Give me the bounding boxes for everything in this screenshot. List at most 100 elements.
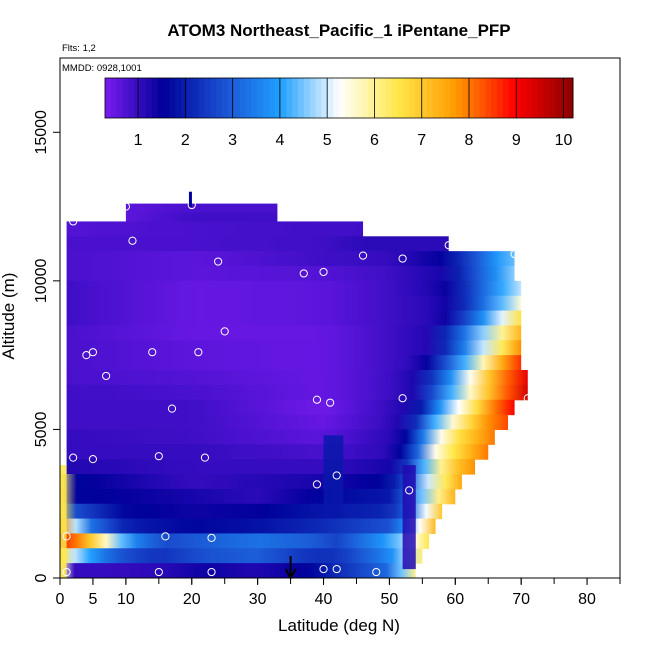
colorbar-segment xyxy=(479,78,486,118)
sample-point xyxy=(207,533,216,542)
colorbar-segment xyxy=(216,78,223,118)
sample-point xyxy=(62,532,71,541)
field-band xyxy=(60,548,423,564)
colorbar-tick-label: 4 xyxy=(275,132,284,149)
sample-point xyxy=(398,254,407,263)
sample-point xyxy=(69,453,78,462)
colorbar-segment xyxy=(508,78,515,118)
x-axis-tick-label: 20 xyxy=(183,591,201,608)
colorbar-segment xyxy=(450,78,457,118)
colorbar-segment xyxy=(262,78,270,118)
colorbar-segment xyxy=(379,78,387,118)
colorbar-segment xyxy=(537,78,545,118)
colorbar-frame xyxy=(104,77,574,119)
sample-point xyxy=(88,348,98,357)
field-band xyxy=(66,340,522,356)
colorbar-segment xyxy=(251,78,258,118)
field-band xyxy=(60,488,456,505)
colorbar-tick-label: 8 xyxy=(465,132,474,149)
field-band xyxy=(66,384,528,401)
y-axis: 0 5000 10000 15000 xyxy=(33,110,60,582)
field-band xyxy=(66,295,522,312)
colorbar-segment xyxy=(227,78,235,118)
sample-point xyxy=(154,452,163,461)
sample-point xyxy=(523,394,532,403)
field-band xyxy=(66,325,522,341)
colorbar-segment xyxy=(157,78,164,118)
colorbar-segment xyxy=(567,78,574,118)
colorbar-segment xyxy=(198,78,205,118)
colorbar-segment xyxy=(333,78,340,118)
field-band xyxy=(66,280,522,297)
field-overlay xyxy=(60,465,67,578)
colorbar-segment xyxy=(280,78,287,118)
colorbar-segment xyxy=(298,78,305,118)
colorbar-segment xyxy=(543,78,551,118)
colorbar-segment xyxy=(339,78,346,118)
colorbar-segment xyxy=(514,78,521,118)
colorbar-segment xyxy=(181,78,188,118)
sample-point xyxy=(207,567,216,577)
colorbar-segment xyxy=(532,78,539,118)
sample-points xyxy=(62,191,532,577)
colorbar-segment xyxy=(186,78,194,118)
colorbar-segment xyxy=(502,78,510,118)
field-band xyxy=(66,399,515,416)
colorbar-segment xyxy=(385,78,393,118)
field-band xyxy=(60,533,429,549)
colorbar-segment xyxy=(350,78,358,118)
chart-title: ATOM3 Northeast_Pacific_1 iPentane_PFP xyxy=(167,21,510,40)
colorbar-segment xyxy=(140,78,147,118)
colorbar-segment xyxy=(456,78,463,118)
sample-point xyxy=(121,202,130,211)
sample-point xyxy=(161,532,170,541)
sample-point xyxy=(299,269,308,278)
field-band xyxy=(125,212,278,223)
field-band xyxy=(66,266,515,282)
colorbar-segment xyxy=(374,78,381,118)
flights-label: Flts: 1,2 xyxy=(62,43,96,54)
field-band xyxy=(125,203,278,214)
sample-point xyxy=(312,480,322,489)
sample-point xyxy=(62,567,71,577)
colorbar-tick-label: 3 xyxy=(228,132,237,149)
y-axis-tick-label: 0 xyxy=(33,573,50,582)
colorbar-segment xyxy=(426,78,434,118)
sample-point xyxy=(372,567,381,577)
x-axis-tick-label: 5 xyxy=(88,591,97,608)
colorbar-segment xyxy=(526,78,533,118)
sample-point xyxy=(194,348,203,357)
sample-point xyxy=(154,567,163,577)
colorbar-segment xyxy=(239,78,246,118)
sample-point xyxy=(444,241,453,250)
colorbar-segment xyxy=(549,78,556,118)
colorbar-tick-label: 5 xyxy=(323,132,332,149)
sample-point xyxy=(332,471,341,480)
x-axis-tick-label: 70 xyxy=(512,591,530,608)
colorbar-segment xyxy=(175,78,182,118)
plot-frame xyxy=(59,57,621,579)
sample-point xyxy=(214,257,223,266)
y-axis-tick-label: 10000 xyxy=(33,259,50,304)
colorbar-segment xyxy=(327,78,334,118)
sample-point xyxy=(326,398,335,407)
colorbar-tick-label: 6 xyxy=(370,132,379,149)
sample-point xyxy=(88,455,98,464)
colorbar-segment xyxy=(257,78,264,118)
colorbar-tick-label: 7 xyxy=(417,132,426,149)
colorbar-segment xyxy=(356,78,363,118)
colorbar-segment xyxy=(561,78,568,118)
field-band xyxy=(66,414,509,431)
colorbar-segment xyxy=(122,78,129,118)
colorbar-segment xyxy=(116,78,124,118)
colorbar-segment xyxy=(491,78,498,118)
sample-point xyxy=(167,404,177,413)
sample-point xyxy=(405,486,414,495)
x-axis-tick-label: 10 xyxy=(117,591,135,608)
colorbar-segment xyxy=(409,78,416,118)
field-band xyxy=(66,355,522,371)
y-axis-tick-label: 5000 xyxy=(33,412,50,448)
colorbar-segment xyxy=(274,78,281,118)
colorbar-segment xyxy=(397,78,404,118)
